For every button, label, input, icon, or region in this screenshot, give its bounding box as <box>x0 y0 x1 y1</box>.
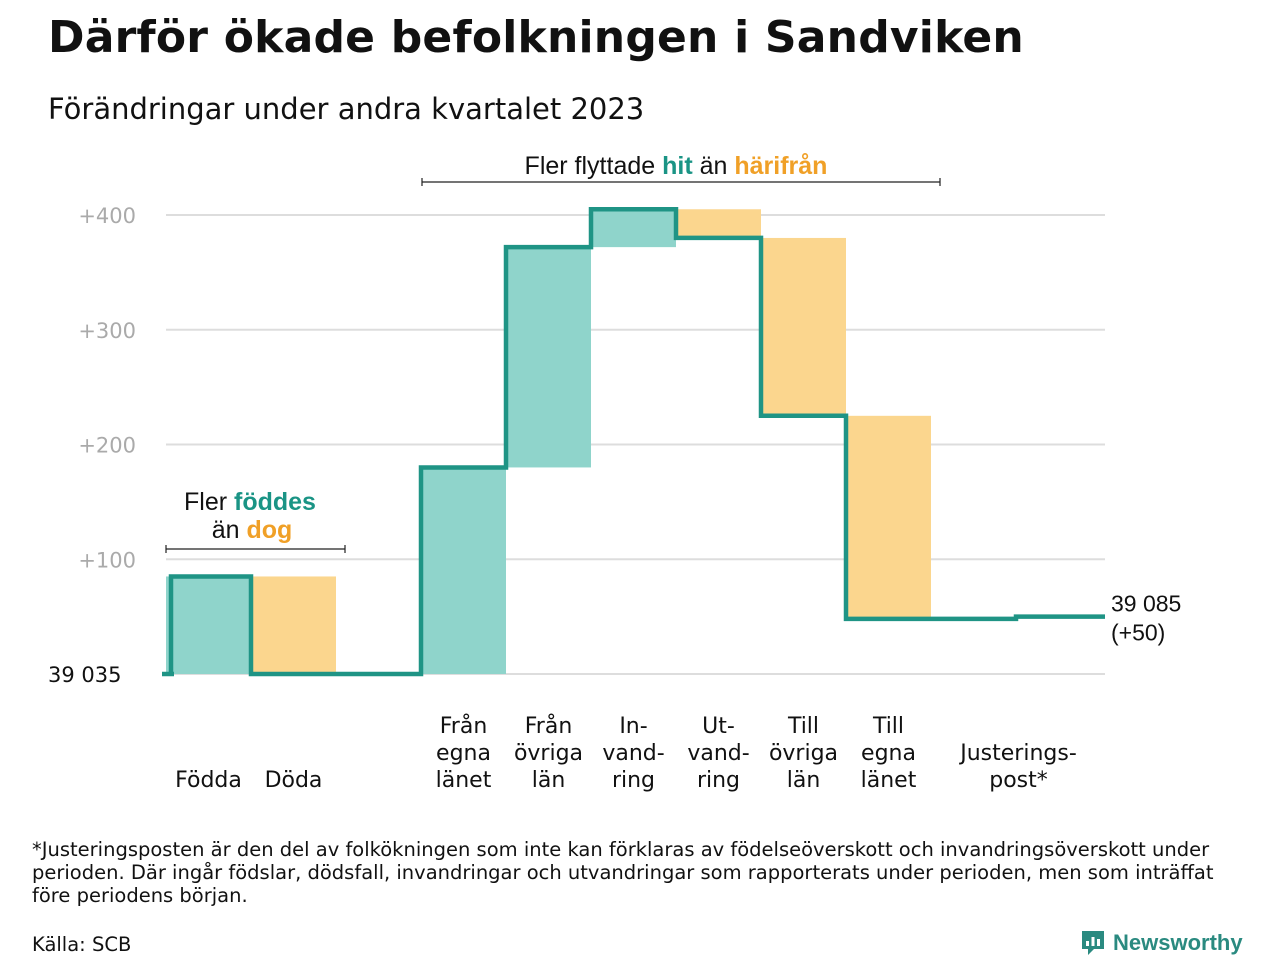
end-value-label: 39 085 <box>1111 591 1181 617</box>
x-tick-label: länet <box>861 768 917 793</box>
chart-subtitle: Förändringar under andra kvartalet 2023 <box>48 92 645 126</box>
x-tick-label: Till <box>787 714 819 739</box>
bar <box>506 247 591 468</box>
x-tick-label: övriga <box>769 741 838 766</box>
y-tick-label: +100 <box>78 548 136 572</box>
migration-annotation: Fler flyttade hit än härifrån <box>525 152 828 180</box>
annotation-highlight-born: föddes <box>234 488 316 516</box>
y-tick-label: +300 <box>78 319 136 343</box>
y-tick-label: +200 <box>78 434 136 458</box>
bar <box>676 209 761 238</box>
x-tick-label: Ut- <box>702 714 735 739</box>
footnote: *Justeringsposten är den del av folkökni… <box>32 838 1214 907</box>
annotation-highlight-died: dog <box>246 516 292 544</box>
baseline-value-label: 39 035 <box>48 663 121 687</box>
x-tick-label: Födda <box>175 768 242 793</box>
y-tick-label: +400 <box>78 204 136 228</box>
bar <box>591 209 676 248</box>
bar <box>166 576 251 674</box>
annotation-prefix: Fler <box>184 488 234 516</box>
end-change-label: (+50) <box>1111 620 1165 646</box>
annotation-middle: än <box>212 516 247 544</box>
annotation-highlight-here: hit <box>662 152 693 180</box>
running-total-line <box>168 207 1105 677</box>
x-tick-label: vand- <box>602 741 664 766</box>
x-tick-label: Döda <box>265 768 323 793</box>
source-label: Källa: SCB <box>32 933 132 956</box>
annotation-prefix: Fler flyttade <box>525 152 663 180</box>
x-tick-label: ring <box>612 768 655 793</box>
bar <box>846 415 931 619</box>
x-tick-label: vand- <box>687 741 749 766</box>
x-tick-label: län <box>787 768 821 793</box>
x-tick-label: länet <box>436 768 492 793</box>
births-annotation-line2: än dog <box>212 516 293 544</box>
x-tick-label: Justerings- <box>958 741 1077 766</box>
brand-name: Newsworthy <box>1113 930 1243 955</box>
births-annotation-line1: Fler föddes <box>184 488 316 516</box>
newsworthy-logo-icon <box>1082 931 1104 955</box>
x-tick-label: län <box>532 768 566 793</box>
x-tick-label: In- <box>619 714 647 739</box>
x-tick-label: egna <box>861 741 916 766</box>
brand-logo[interactable]: Newsworthy <box>1080 928 1243 958</box>
x-tick-label: post* <box>989 768 1048 793</box>
x-tick-label: Till <box>872 714 904 739</box>
bar <box>761 237 846 416</box>
chart-title: Därför ökade befolkningen i Sandviken <box>48 12 1024 63</box>
x-tick-label: övriga <box>514 741 583 766</box>
x-tick-label: ring <box>697 768 740 793</box>
bar <box>421 467 506 674</box>
waterfall-chart: +100 +200 +300 +400 39 035 39 085 (+50) Födda Dö… <box>48 152 1181 793</box>
x-tick-label: egna <box>436 741 491 766</box>
annotation-highlight-away: härifrån <box>734 152 827 180</box>
x-tick-label: Från <box>525 713 573 739</box>
x-tick-label: Från <box>440 713 488 739</box>
bar <box>251 576 336 674</box>
annotation-middle: än <box>693 152 735 180</box>
